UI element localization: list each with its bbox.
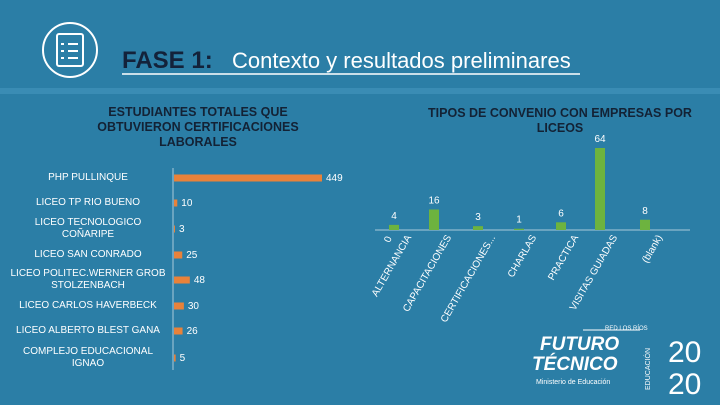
value-label: 449 xyxy=(326,173,343,184)
bar xyxy=(174,302,184,310)
band xyxy=(0,88,720,94)
value-label: 30 xyxy=(188,301,200,312)
x-tick-label: CHARLAS xyxy=(506,233,539,280)
bar xyxy=(389,224,399,230)
chart-title: ESTUDIANTES TOTALES QUE OBTUVIERON CERTI… xyxy=(97,105,299,149)
bar xyxy=(473,226,483,230)
title-bold: FASE 1: xyxy=(122,47,213,74)
icon xyxy=(56,33,84,67)
value-label: 1 xyxy=(516,215,522,226)
bar xyxy=(174,199,178,207)
value-label: 64 xyxy=(594,134,606,145)
value-label: 5 xyxy=(180,353,186,364)
bar xyxy=(174,174,322,182)
x-tick-label: PRACTICA xyxy=(546,233,581,283)
y-tick-label: LICEO POLITEC.WERNER GROB STOLZENBACH xyxy=(10,268,166,291)
value-label: 10 xyxy=(181,198,193,209)
bar xyxy=(174,225,175,233)
bar xyxy=(174,276,190,284)
y-tick-label: LICEO TECNOLOGICO COÑARIPE xyxy=(34,217,142,240)
icon xyxy=(61,43,78,59)
y-tick-label: LICEO SAN CONRADO xyxy=(34,249,142,260)
value-label: 4 xyxy=(391,211,397,222)
side-label: EDUCACIÓN xyxy=(643,348,652,390)
network: RED LOS RÍOS xyxy=(605,325,648,332)
icon xyxy=(42,22,98,78)
bar xyxy=(595,148,605,230)
value-label: 3 xyxy=(179,224,185,235)
brand: FUTURO xyxy=(540,334,619,355)
annotation: 0 xyxy=(382,235,394,244)
value-label: 16 xyxy=(428,196,440,207)
y-tick-label: COMPLEJO EDUCACIONAL IGNAO xyxy=(22,346,154,369)
chart-title: TIPOS DE CONVENIO CON EMPRESAS POR LICEO… xyxy=(428,106,692,135)
title: Contexto y resultados preliminares xyxy=(232,48,571,73)
y-tick-label: LICEO ALBERTO BLEST GANA xyxy=(16,325,160,336)
year: 20 xyxy=(668,368,701,401)
bar xyxy=(174,251,183,259)
y-tick-label: PHP PULLINQUE xyxy=(48,172,128,183)
bar xyxy=(174,327,183,335)
year: 20 xyxy=(668,336,701,369)
y-tick-label: LICEO TP RIO BUENO xyxy=(35,197,141,208)
bar xyxy=(556,222,566,230)
x-tick-label: (blank) xyxy=(640,233,665,265)
bar xyxy=(174,354,176,362)
value-label: 8 xyxy=(642,206,648,217)
value-label: 25 xyxy=(186,250,198,261)
bar xyxy=(514,228,524,230)
brand: TÉCNICO xyxy=(532,353,618,375)
bar xyxy=(429,209,439,230)
y-tick-label: LICEO CARLOS HAVERBECK xyxy=(19,300,157,311)
value-label: 48 xyxy=(194,275,206,286)
bar xyxy=(640,219,650,230)
value-label: 26 xyxy=(187,326,199,337)
value-label: 3 xyxy=(475,212,481,223)
ministry: Ministerio de Educación xyxy=(536,379,610,386)
value-label: 6 xyxy=(558,208,564,219)
